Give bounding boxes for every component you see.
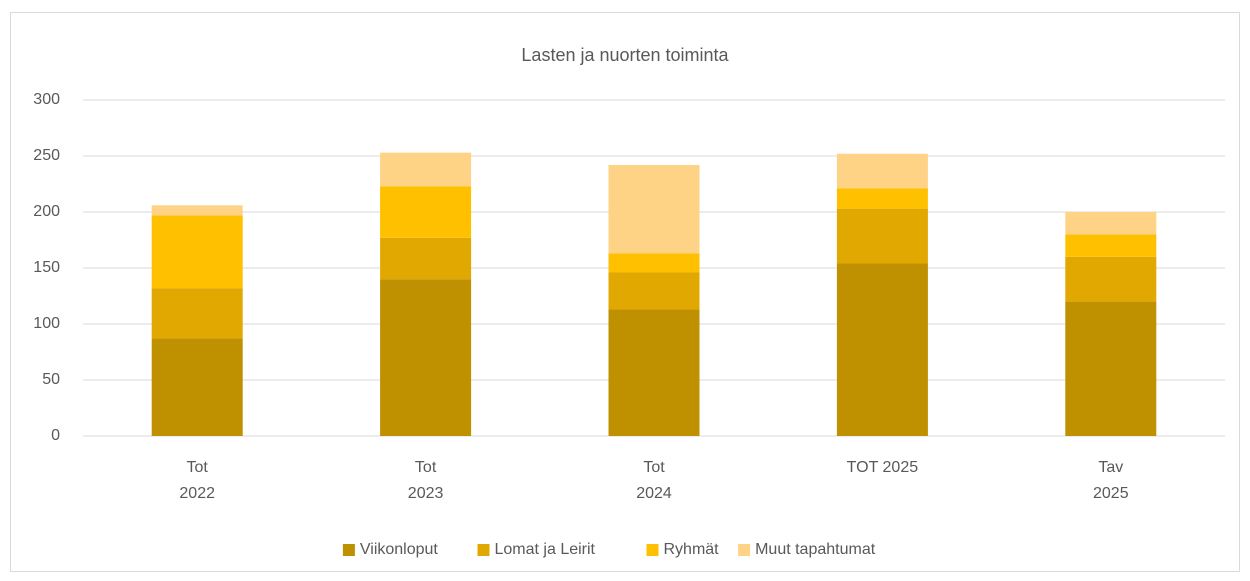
bar-segment bbox=[836, 208, 928, 264]
bar-segment bbox=[1065, 301, 1157, 436]
legend-label: Muut tapahtumat bbox=[755, 541, 876, 558]
bar-segment bbox=[151, 205, 243, 216]
legend-swatch bbox=[477, 544, 490, 556]
y-tick-label: 150 bbox=[33, 259, 60, 276]
legend-swatch bbox=[646, 544, 659, 556]
y-tick-label: 0 bbox=[51, 427, 60, 444]
chart-title: Lasten ja nuorten toiminta bbox=[521, 45, 729, 65]
bar-segment bbox=[380, 186, 472, 238]
bar-segment bbox=[1065, 234, 1157, 257]
y-tick-label: 50 bbox=[42, 371, 60, 388]
bar-segment bbox=[608, 309, 700, 436]
legend-label: Ryhmät bbox=[664, 541, 720, 558]
x-tick-label: Tot 2023 bbox=[407, 459, 444, 502]
legend-swatch bbox=[738, 544, 751, 556]
bar-segment bbox=[151, 215, 243, 289]
bar-segment bbox=[608, 272, 700, 310]
bar-segment bbox=[151, 338, 243, 436]
bar-segment bbox=[1065, 212, 1157, 235]
legend-label: Viikonloput bbox=[360, 541, 439, 558]
x-tick-label: Tav 2025 bbox=[1093, 459, 1129, 502]
y-tick-label: 250 bbox=[33, 147, 60, 164]
bar-segment bbox=[380, 152, 472, 187]
bar-segment bbox=[608, 253, 700, 273]
x-tick-label: Tot 2024 bbox=[636, 459, 672, 502]
bar-segment bbox=[1065, 256, 1157, 302]
y-tick-label: 100 bbox=[33, 315, 60, 332]
bar-segment bbox=[151, 288, 243, 339]
bar-segment bbox=[836, 188, 928, 209]
legend-swatch bbox=[342, 544, 355, 556]
x-tick-label: Tot 2022 bbox=[179, 459, 215, 502]
bar-segment bbox=[836, 153, 928, 189]
bar-segment bbox=[836, 263, 928, 436]
legend-label: Lomat ja Leirit bbox=[495, 541, 596, 558]
y-tick-label: 300 bbox=[33, 91, 60, 108]
x-tick-label: TOT 2025 bbox=[846, 459, 919, 476]
bar-segment bbox=[380, 279, 472, 436]
y-tick-label: 200 bbox=[33, 203, 60, 220]
bar-segment bbox=[380, 237, 472, 280]
bar-segment bbox=[608, 164, 700, 254]
